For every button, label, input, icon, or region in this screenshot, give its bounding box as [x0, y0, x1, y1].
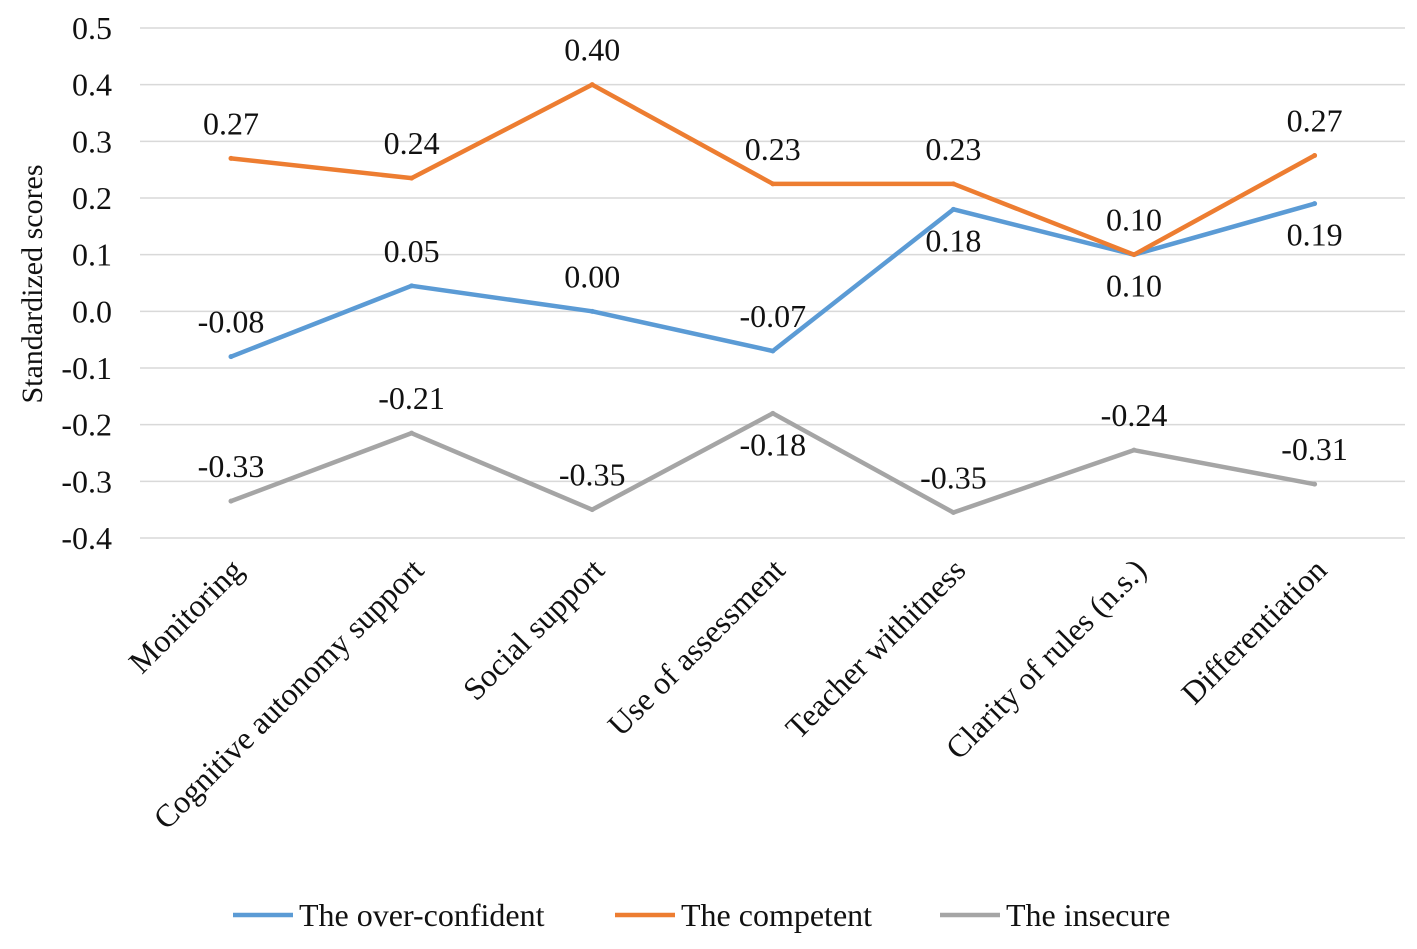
- series-lines: [228, 82, 1318, 515]
- data-point: [589, 308, 595, 314]
- y-tick-label: 0.5: [72, 10, 112, 46]
- legend-label: The over-confident: [299, 897, 545, 933]
- data-point: [950, 206, 956, 212]
- data-label: 0.19: [1287, 217, 1343, 253]
- data-label: -0.18: [739, 426, 806, 462]
- data-point: [228, 155, 234, 161]
- x-category-label: Use of assessment: [600, 551, 791, 742]
- data-labels: -0.08 0.05 0.00 -0.07 0.18 0.10 0.19 0.27 0.24 0.…: [198, 32, 1348, 496]
- y-tick-label: 0.3: [72, 123, 112, 159]
- data-label: 0.00: [564, 258, 620, 294]
- data-point: [1312, 153, 1318, 158]
- y-tick-label: -0.3: [61, 463, 112, 499]
- y-tick-label: 0.2: [72, 180, 112, 216]
- data-label: 0.27: [1287, 103, 1343, 139]
- y-tick-label: 0.4: [72, 67, 112, 103]
- data-label: -0.21: [378, 380, 445, 416]
- data-label: 0.23: [925, 131, 981, 167]
- data-point: [950, 181, 956, 187]
- data-label: 0.23: [745, 131, 801, 167]
- y-axis-title: Standardized scores: [16, 164, 49, 403]
- data-label: 0.05: [384, 233, 440, 269]
- data-label: 0.40: [564, 32, 620, 68]
- data-label: 0.24: [384, 125, 440, 161]
- data-label: -0.35: [920, 460, 987, 496]
- data-label: -0.35: [559, 457, 626, 493]
- data-point: [1131, 252, 1137, 258]
- legend-label: The competent: [681, 897, 872, 933]
- x-category-label: Social support: [456, 551, 612, 707]
- legend-label: The insecure: [1006, 897, 1170, 933]
- data-point: [1312, 201, 1318, 207]
- y-tick-label: 0.0: [72, 293, 112, 329]
- y-axis-ticks: 0.5 0.4 0.3 0.2 0.1 0.0 -0.1 -0.2 -0.3 -0.4: [61, 10, 112, 556]
- data-point: [770, 181, 776, 187]
- data-point: [409, 430, 415, 436]
- data-point: [1312, 481, 1318, 487]
- data-point: [950, 510, 956, 515]
- data-label: 0.27: [203, 105, 259, 141]
- data-label: -0.33: [198, 448, 265, 484]
- data-label: -0.24: [1101, 397, 1168, 433]
- data-point: [770, 410, 776, 416]
- data-label: 0.18: [925, 222, 981, 258]
- y-tick-label: -0.1: [61, 350, 112, 386]
- data-point: [770, 348, 776, 354]
- data-point: [228, 498, 234, 504]
- x-category-label: Clarity of rules (n.s.): [938, 551, 1153, 766]
- data-label: 0.10: [1106, 268, 1162, 304]
- x-category-label: Monitoring: [121, 551, 250, 680]
- data-label: 0.10: [1106, 202, 1162, 238]
- y-tick-label: 0.1: [72, 237, 112, 273]
- legend: The over-confident The competent The insec…: [233, 897, 1170, 933]
- data-point: [589, 507, 595, 513]
- data-point: [1131, 447, 1137, 453]
- data-point: [409, 175, 415, 181]
- data-point: [409, 283, 415, 289]
- data-point: [228, 354, 234, 360]
- x-category-label: Differentiation: [1174, 551, 1333, 710]
- y-tick-label: -0.2: [61, 407, 112, 443]
- data-label: -0.07: [739, 298, 806, 334]
- data-label: -0.31: [1281, 431, 1348, 467]
- data-label: -0.08: [198, 304, 265, 340]
- data-point: [589, 82, 595, 88]
- x-category-label: Teacher withitness: [778, 551, 972, 745]
- y-tick-label: -0.4: [61, 520, 112, 556]
